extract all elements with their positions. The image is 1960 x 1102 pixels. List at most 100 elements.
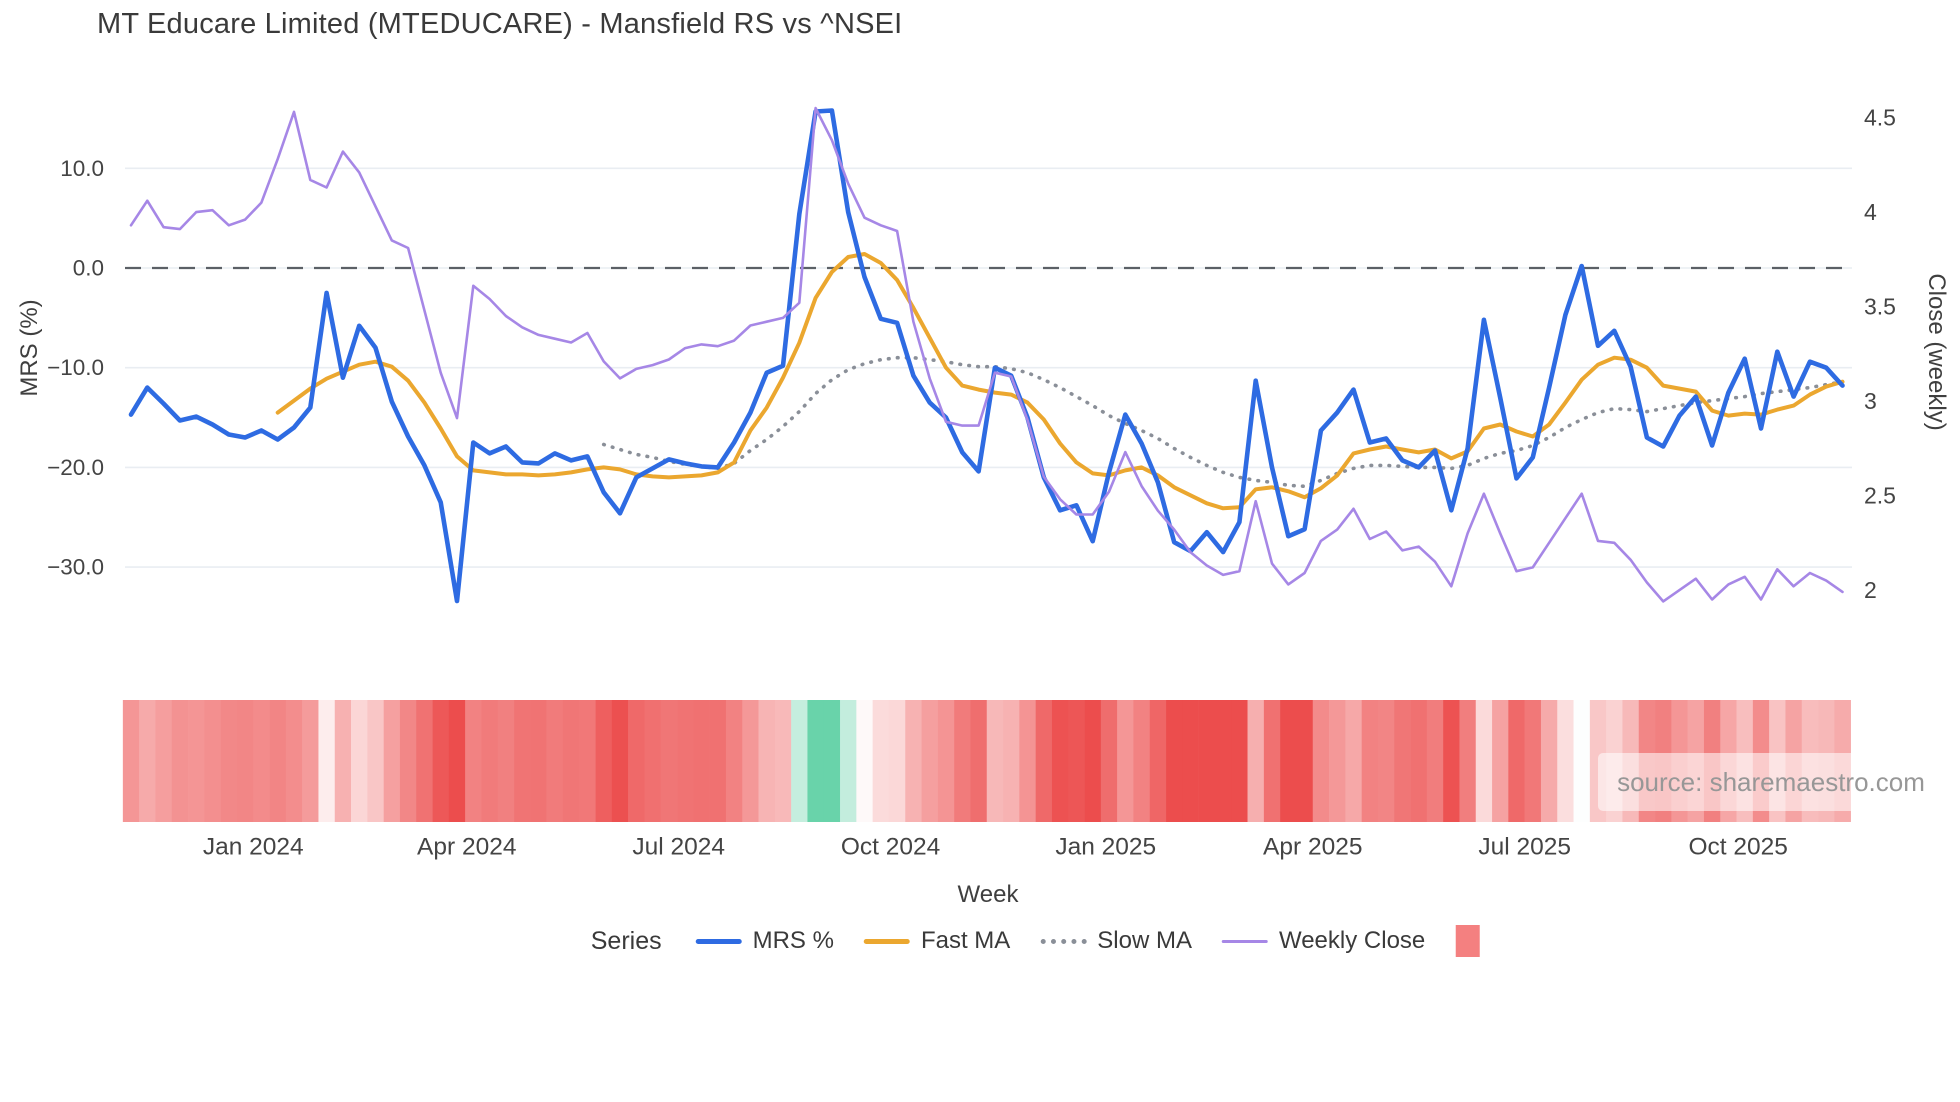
heatmap-cell: [1557, 700, 1574, 822]
heatmap-cell: [318, 700, 336, 822]
x-axis-tick-label: Jan 2025: [1055, 834, 1156, 861]
heatmap-cell: [1166, 700, 1183, 822]
line-swatch-icon: [1221, 939, 1268, 943]
heatmap-cell: [1345, 700, 1362, 822]
heatmap-cell: [807, 700, 825, 822]
heatmap-cell: [840, 700, 857, 822]
heatmap-cell: [856, 700, 873, 822]
x-axis-tick-label: Apr 2024: [417, 834, 516, 861]
line-swatch-icon: [863, 938, 910, 944]
heatmap-cell: [954, 700, 971, 822]
right-axis-tick-label: 2.5: [1864, 483, 1896, 509]
heatmap-cell: [1426, 700, 1444, 822]
heatmap-cell: [1361, 700, 1379, 822]
heatmap-cell: [970, 700, 988, 822]
heatmap-cell: [1524, 700, 1542, 822]
legend-item-label: Weekly Close: [1278, 927, 1426, 954]
series-line-mrs-: [128, 108, 1845, 604]
line-swatch-icon: [695, 938, 742, 944]
heatmap-cell: [399, 700, 417, 822]
heatmap-cell: [155, 700, 173, 822]
heatmap-cell: [725, 700, 743, 822]
heatmap-cell: [1377, 700, 1395, 822]
legend-item-slow-ma[interactable]: Slow MA: [1040, 927, 1192, 955]
heatmap-cell: [530, 700, 547, 822]
series-line-slow-ma: [601, 355, 1845, 489]
heatmap-cell: [1459, 700, 1477, 822]
x-axis-tick-label: Oct 2024: [841, 834, 940, 861]
heatmap-cell: [1117, 700, 1134, 822]
heatmap-cell: [1019, 700, 1036, 822]
legend-item-mrs-[interactable]: MRS %: [695, 927, 834, 955]
legend: Series MRS % Fast MA Slow MA Weekly Close: [591, 925, 1480, 957]
right-axis-tick-label: 3.5: [1864, 294, 1896, 320]
legend-item-label: Slow MA: [1097, 927, 1192, 954]
legend-item-label: Fast MA: [920, 927, 1011, 954]
heatmap-cell: [334, 700, 352, 822]
heatmap-cell: [1492, 700, 1509, 822]
heatmap-cell: [742, 700, 759, 822]
heatmap-cell: [1312, 700, 1330, 822]
heatmap-cell: [1003, 700, 1020, 822]
heatmap-cell: [660, 700, 678, 822]
legend-item-label: MRS %: [752, 927, 834, 954]
heatmap-cell: [481, 700, 499, 822]
heatmap-cell: [791, 700, 808, 822]
heatmap-cell: [774, 700, 792, 822]
heatmap-cell: [204, 700, 221, 822]
x-axis-title: Week: [957, 881, 1019, 908]
left-axis-tick-label: 0.0: [73, 256, 104, 281]
right-axis-tick-label: 4: [1864, 199, 1877, 225]
x-axis-tick-label: Jan 2024: [203, 834, 304, 861]
x-axis-tick-label: Apr 2025: [1263, 834, 1362, 861]
series-line-fast-ma: [275, 252, 1845, 511]
heatmap-cell: [1573, 700, 1591, 822]
heatmap-cell: [432, 700, 450, 822]
legend-item-fast-ma[interactable]: Fast MA: [863, 927, 1011, 955]
heatmap-cell: [448, 700, 466, 822]
legend-item-heatmap[interactable]: [1455, 925, 1480, 957]
x-axis-tick-label: Jul 2025: [1478, 834, 1571, 861]
series-line-weekly-close: [129, 106, 1844, 603]
heatmap-cell: [579, 700, 596, 822]
heatmap-cell: [367, 700, 384, 822]
heatmap-cell: [122, 700, 140, 822]
legend-title: Series: [590, 926, 662, 955]
heatmap-cell: [1214, 700, 1232, 822]
heatmap-cell: [220, 700, 238, 822]
source-annotation-text: source: sharemaestro.com: [1617, 766, 1925, 797]
heatmap-swatch-icon: [1455, 925, 1480, 957]
heatmap-cell: [1133, 700, 1151, 822]
x-axis-tick-label: Jul 2024: [632, 834, 725, 861]
heatmap-cell: [677, 700, 694, 822]
heatmap-cell: [465, 700, 482, 822]
x-axis-tick-label: Oct 2025: [1688, 834, 1787, 861]
source-annotation: source: sharemaestro.com: [1598, 753, 1944, 811]
heatmap-cell: [611, 700, 629, 822]
heatmap-cell: [1231, 700, 1248, 822]
heatmap-cell: [1508, 700, 1525, 822]
heatmap-cell: [1182, 700, 1199, 822]
heatmap-cell: [546, 700, 564, 822]
right-axis-tick-label: 4.5: [1864, 105, 1896, 131]
chart-title: MT Educare Limited (MTEDUCARE) - Mansfie…: [97, 8, 903, 40]
heatmap-cell: [1475, 700, 1493, 822]
heatmap-cell: [236, 700, 254, 822]
legend-item-weekly-close[interactable]: Weekly Close: [1221, 927, 1426, 955]
heatmap-cell: [823, 700, 841, 822]
heatmap-cell: [1410, 700, 1428, 822]
heatmap-cell: [644, 700, 662, 822]
heatmap-cell: [497, 700, 515, 822]
heatmap-cell: [562, 700, 580, 822]
heatmap-cell: [1051, 700, 1069, 822]
heatmap-cell: [1084, 700, 1102, 822]
heatmap-cell: [1296, 700, 1314, 822]
heatmap-cell: [1443, 700, 1460, 822]
line-swatch-icon: [1040, 938, 1087, 944]
heatmap-cell: [986, 700, 1004, 822]
heatmap-cell: [888, 700, 906, 822]
heatmap-cell: [1035, 700, 1053, 822]
heatmap-cell: [188, 700, 205, 822]
heatmap-cell: [1198, 700, 1216, 822]
